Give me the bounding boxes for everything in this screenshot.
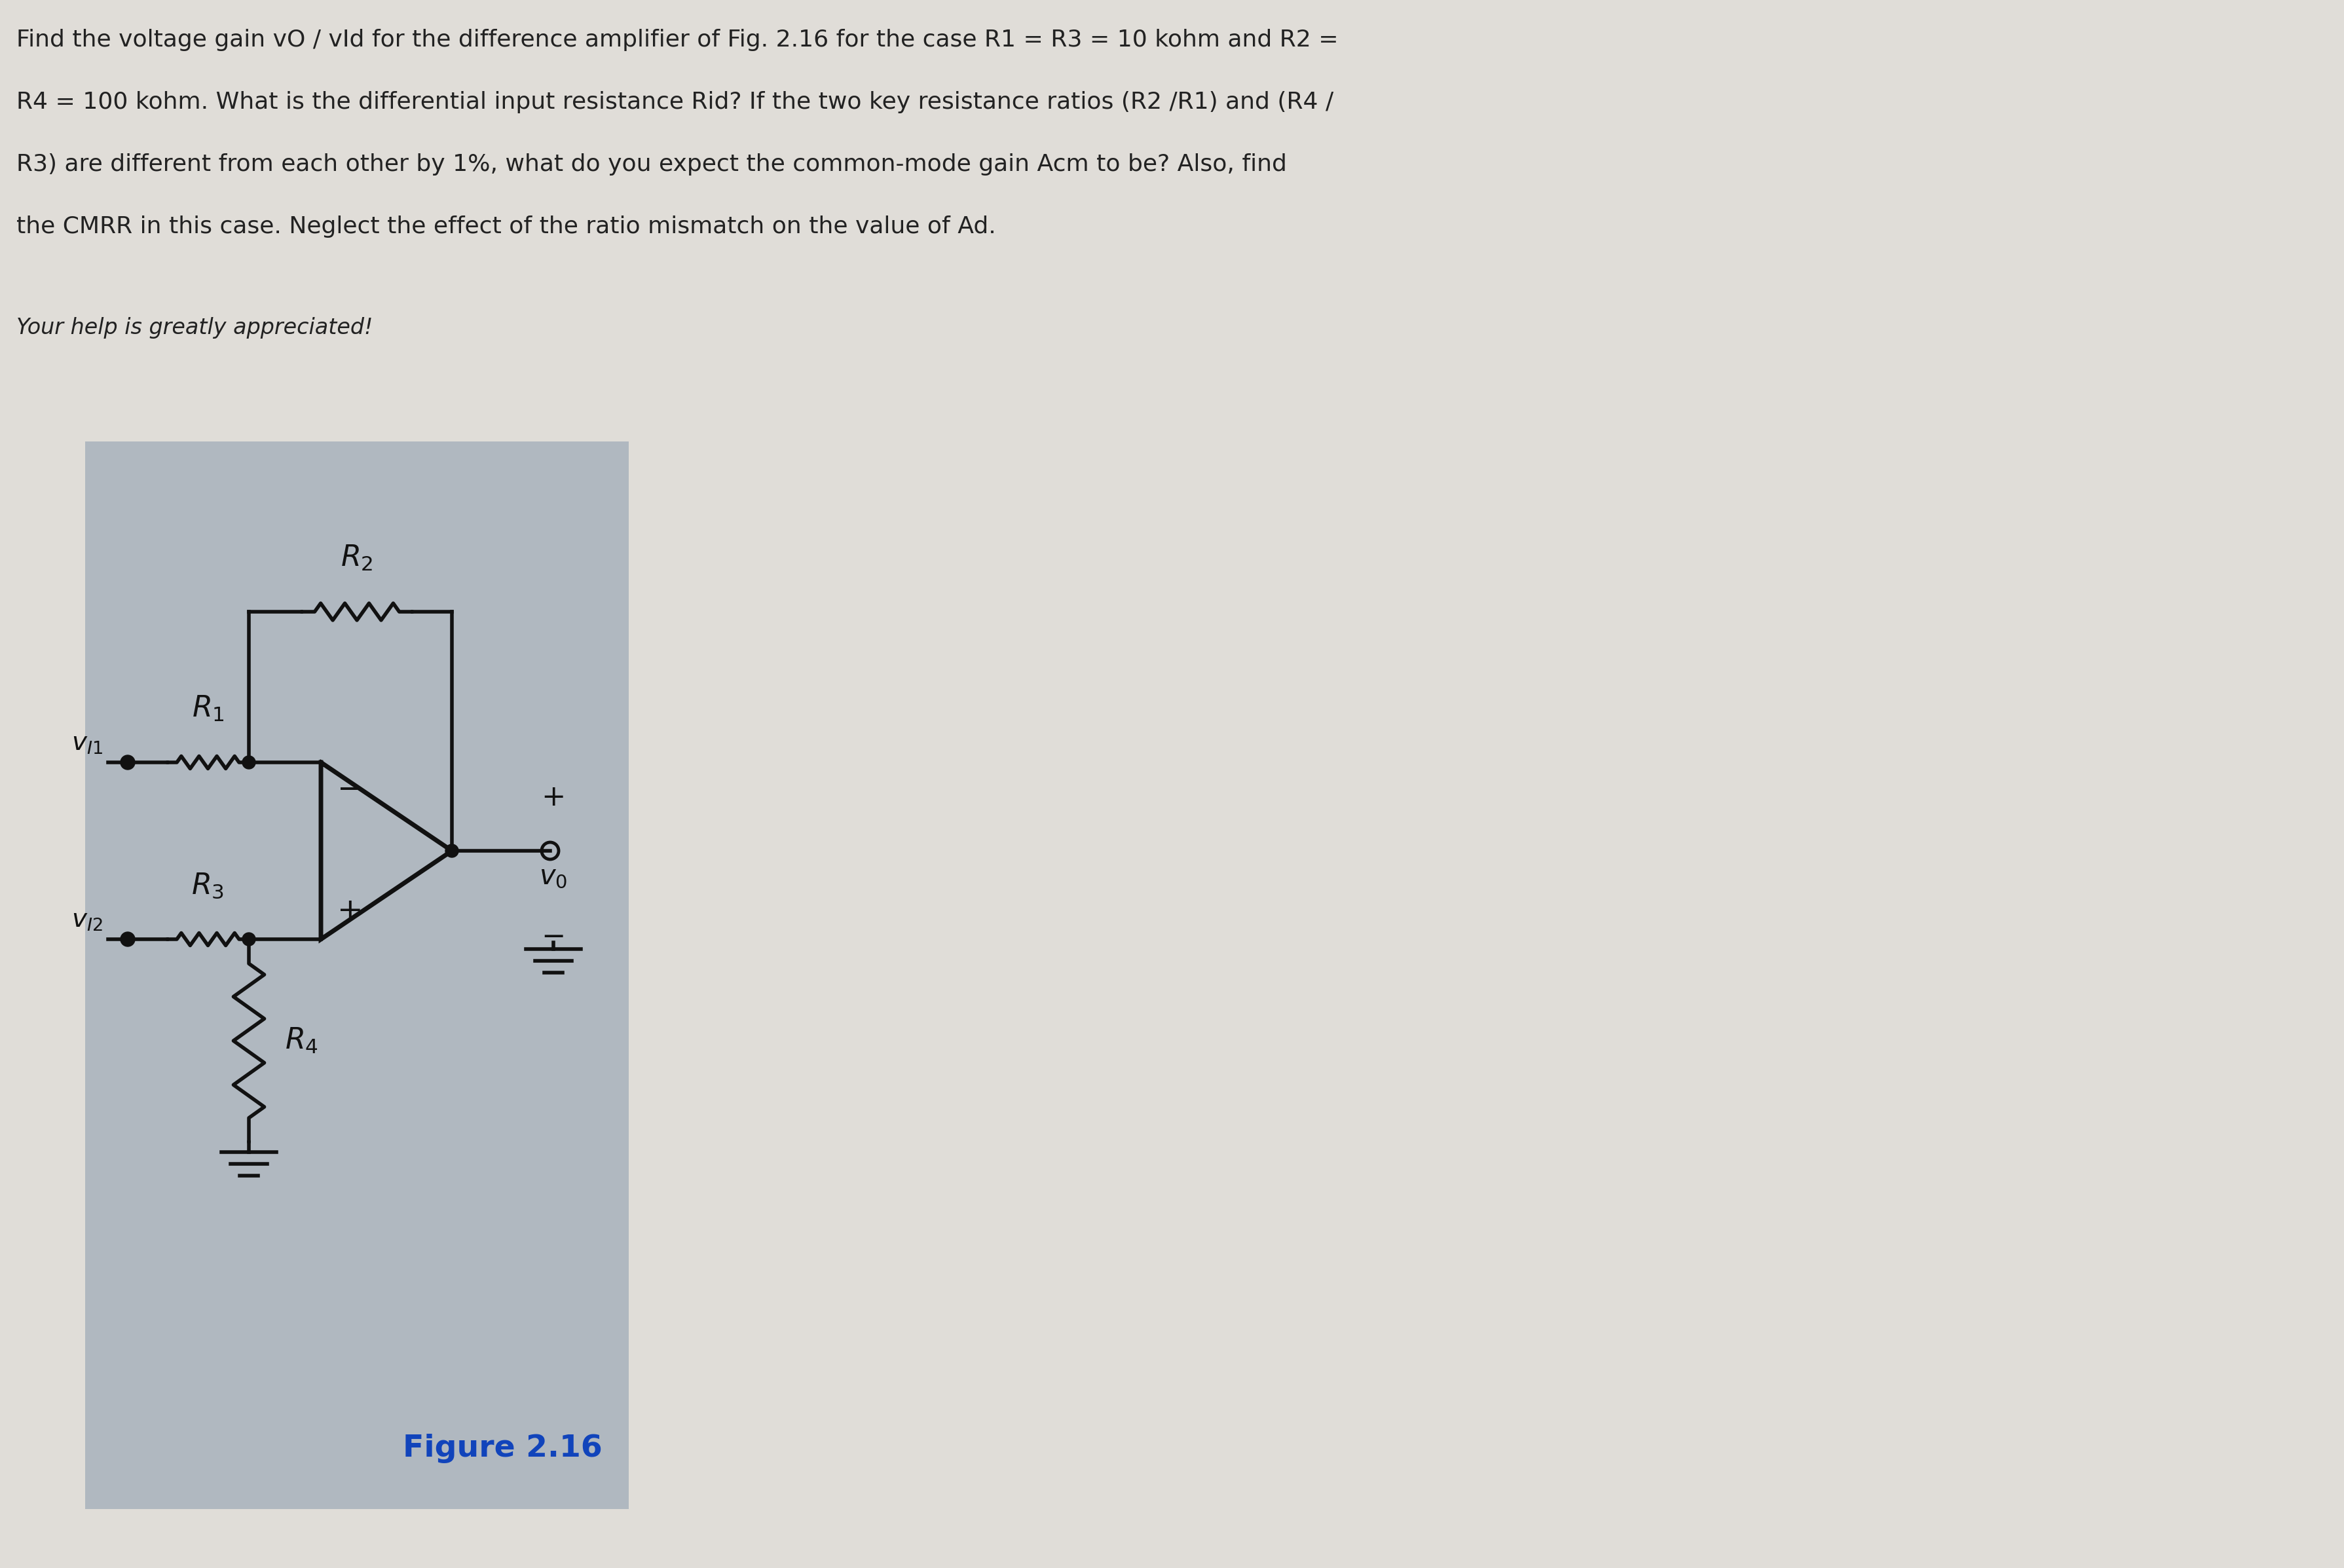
Text: +: + [541, 784, 565, 812]
Text: Find the voltage gain vO / vId for the difference amplifier of Fig. 2.16 for the: Find the voltage gain vO / vId for the d… [16, 28, 1338, 52]
Text: Your help is greatly appreciated!: Your help is greatly appreciated! [16, 317, 373, 339]
Text: Figure 2.16: Figure 2.16 [403, 1433, 602, 1463]
Text: −: − [338, 776, 363, 804]
Circle shape [120, 756, 136, 770]
Circle shape [241, 756, 255, 768]
Text: $R_2$: $R_2$ [340, 544, 373, 572]
Text: −: − [541, 924, 565, 952]
Text: $v_{I2}$: $v_{I2}$ [73, 908, 103, 933]
Text: +: + [338, 897, 363, 927]
Text: $R_3$: $R_3$ [192, 872, 225, 900]
Circle shape [445, 844, 459, 858]
Bar [84, 442, 628, 1508]
Text: $R_1$: $R_1$ [192, 695, 225, 723]
Circle shape [120, 931, 136, 947]
Text: $R_4$: $R_4$ [286, 1027, 319, 1055]
Text: the CMRR in this case. Neglect the effect of the ratio mismatch on the value of : the CMRR in this case. Neglect the effec… [16, 215, 996, 238]
Text: $v_0$: $v_0$ [539, 862, 567, 891]
Text: R4 = 100 kohm. What is the differential input resistance Rid? If the two key res: R4 = 100 kohm. What is the differential … [16, 91, 1334, 113]
Text: R3) are different from each other by 1%, what do you expect the common-mode gain: R3) are different from each other by 1%,… [16, 154, 1287, 176]
Text: $v_{I1}$: $v_{I1}$ [70, 731, 103, 756]
Circle shape [241, 933, 255, 946]
